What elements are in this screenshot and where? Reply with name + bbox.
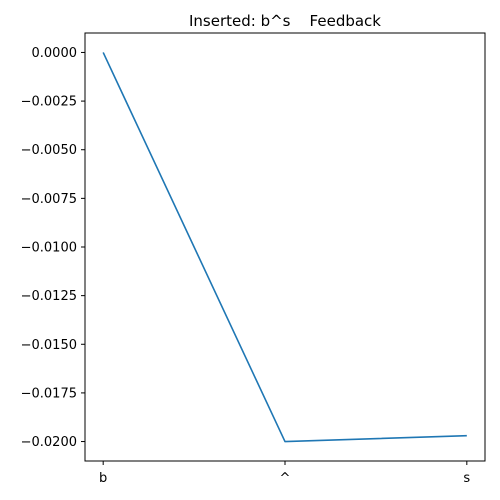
y-tick-label: −0.0125 xyxy=(21,289,77,304)
plot-area xyxy=(102,52,467,443)
y-tick-label: −0.0075 xyxy=(21,192,77,207)
series-line xyxy=(102,52,467,443)
y-tick-label: −0.0025 xyxy=(21,95,77,110)
y-tick-label: −0.0100 xyxy=(21,241,77,256)
y-tick-label: −0.0150 xyxy=(21,338,77,353)
y-tick-label: 0.0000 xyxy=(32,46,78,61)
x-tick-label: b xyxy=(99,471,107,486)
axes-frame xyxy=(84,32,486,462)
x-axis: b ^ s xyxy=(99,461,470,486)
y-axis: 0.0000 −0.0025 −0.0050 −0.0075 −0.0100 −0.012… xyxy=(21,46,85,450)
y-tick-label: −0.0200 xyxy=(21,435,77,450)
x-tick-label: ^ xyxy=(280,471,291,486)
x-tick-label: s xyxy=(463,471,470,486)
y-tick-label: −0.0175 xyxy=(21,386,77,401)
chart-title: Inserted: b^s Feedback xyxy=(189,12,381,30)
y-tick-label: −0.0050 xyxy=(21,143,77,158)
